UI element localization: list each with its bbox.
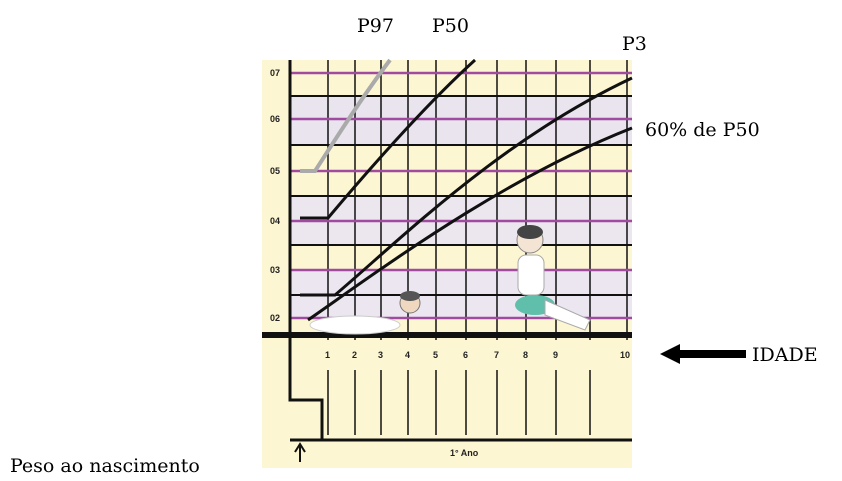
idade-bar	[262, 332, 632, 338]
y-tick-label: 06	[270, 114, 280, 124]
y-tick-label: 07	[270, 68, 280, 78]
x-tick-label: 1	[325, 350, 330, 360]
x-tick-label: 6	[463, 350, 468, 360]
y-tick-label: 05	[270, 166, 280, 176]
chart-area: 07 06 05 04 03 02 1 2 3 4 5 6 7 8 9 10 1…	[262, 60, 632, 468]
growth-chart-diagram: 07 06 05 04 03 02 1 2 3 4 5 6 7 8 9 10 1…	[0, 0, 842, 481]
p50-label: P50	[432, 15, 469, 37]
y-tick-label: 04	[270, 216, 280, 226]
p60-label: 60% de P50	[645, 119, 760, 141]
x-tick-label: 7	[494, 350, 499, 360]
x-tick-label: 2	[352, 350, 357, 360]
x-tick-label: 8	[523, 350, 528, 360]
p3-label: P3	[622, 33, 647, 55]
x-tick-label: 10	[620, 350, 630, 360]
y-tick-label: 03	[270, 265, 280, 275]
x-tick-label: 3	[378, 350, 383, 360]
idade-label: IDADE	[752, 344, 818, 366]
p97-label: P97	[357, 15, 394, 37]
bottom-label: 1° Ano	[450, 448, 479, 458]
birth-weight-label: Peso ao nascimento	[10, 455, 200, 477]
lower-panel	[290, 340, 632, 436]
x-tick-label: 9	[553, 350, 558, 360]
x-tick-label: 5	[433, 350, 438, 360]
x-tick-label: 4	[405, 350, 410, 360]
idade-arrow	[660, 344, 746, 364]
y-tick-label: 02	[270, 313, 280, 323]
